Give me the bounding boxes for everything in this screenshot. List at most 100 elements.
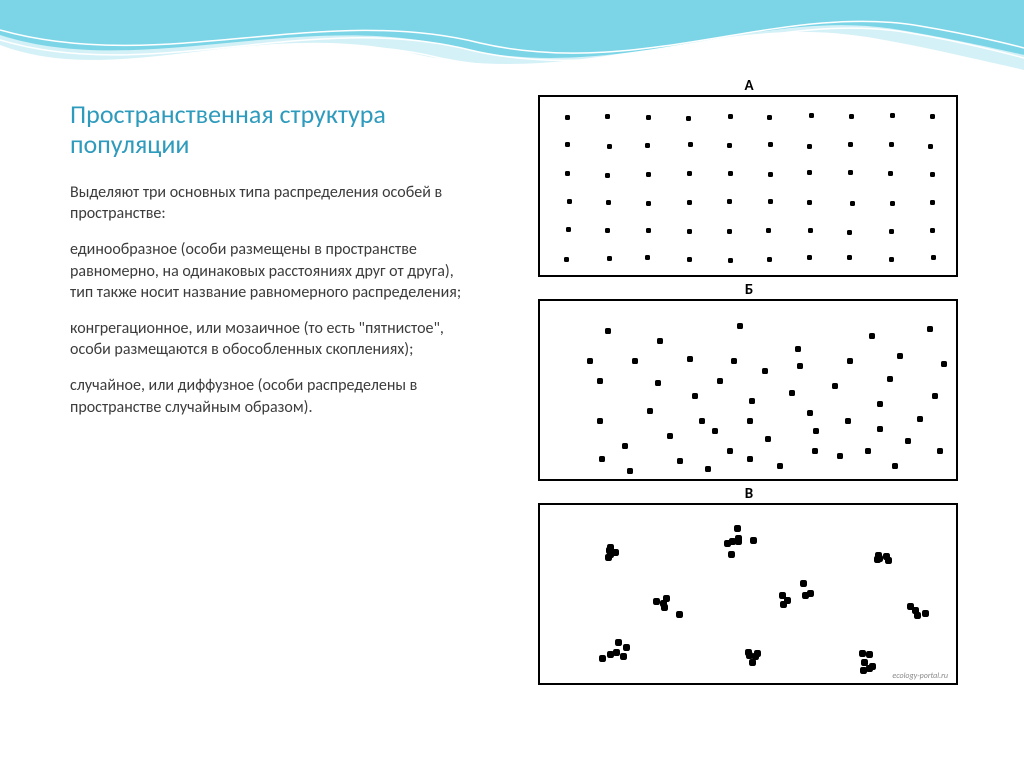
scatter-dot — [850, 201, 855, 206]
scatter-dot — [869, 333, 875, 339]
scatter-dot — [717, 378, 723, 384]
congregation-paragraph: конгрегационное, или мозаичное (то есть … — [70, 318, 470, 361]
panel-clustered: ecology-portal.ru — [538, 503, 958, 685]
scatter-dot — [807, 410, 813, 416]
scatter-dot — [766, 228, 771, 233]
scatter-dot — [807, 255, 812, 260]
scatter-dot — [768, 199, 773, 204]
scatter-dot — [564, 257, 569, 262]
scatter-dot — [599, 456, 605, 462]
scatter-dot — [890, 201, 895, 206]
scatter-dot — [646, 172, 651, 177]
scatter-dot — [888, 171, 893, 176]
scatter-dot — [587, 358, 593, 364]
scatter-dot — [687, 257, 692, 262]
scatter-dot — [646, 115, 651, 120]
scatter-dot — [847, 358, 853, 364]
scatter-dot — [877, 426, 883, 432]
scatter-dot — [687, 200, 692, 205]
scatter-dot — [607, 144, 612, 149]
scatter-dot — [676, 611, 683, 618]
scatter-dot — [692, 393, 698, 399]
scatter-dot — [765, 436, 771, 442]
scatter-dot — [605, 228, 610, 233]
scatter-dot — [866, 651, 873, 658]
scatter-dot — [897, 353, 903, 359]
scatter-dot — [749, 398, 755, 404]
panel-uniform — [538, 95, 958, 277]
scatter-dot — [865, 448, 871, 454]
scatter-dot — [623, 644, 630, 651]
scatter-dot — [663, 595, 670, 602]
scatter-dot — [802, 592, 809, 599]
scatter-dot — [605, 328, 611, 334]
scatter-dot — [928, 144, 933, 149]
scatter-dot — [927, 326, 933, 332]
scatter-dot — [705, 466, 711, 472]
scatter-dot — [727, 448, 733, 454]
scatter-dot — [607, 547, 614, 554]
scatter-dot — [724, 540, 731, 547]
panel-b-wrap: Б — [538, 299, 960, 481]
scatter-dot — [860, 667, 867, 674]
scatter-dot — [747, 418, 753, 424]
scatter-dot — [712, 428, 718, 434]
scatter-dot — [768, 142, 773, 147]
scatter-dot — [599, 655, 606, 662]
scatter-dot — [762, 368, 768, 374]
scatter-dot — [687, 229, 692, 234]
scatter-dot — [647, 408, 653, 414]
scatter-dot — [930, 114, 935, 119]
scatter-dot — [889, 257, 894, 262]
scatter-dot — [605, 114, 610, 119]
scatter-dot — [807, 170, 812, 175]
scatter-dot — [605, 173, 610, 178]
scatter-dot — [922, 610, 929, 617]
scatter-dot — [597, 418, 603, 424]
scatter-dot — [889, 229, 894, 234]
random-paragraph: случайное, или диффузное (особи распреде… — [70, 375, 470, 418]
scatter-dot — [750, 537, 757, 544]
scatter-dot — [627, 468, 633, 474]
scatter-dot — [930, 172, 935, 177]
scatter-dot — [845, 418, 851, 424]
scatter-dot — [767, 115, 772, 120]
text-column: Пространственная структура популяции Выд… — [70, 100, 470, 432]
scatter-dot — [930, 200, 935, 205]
scatter-dot — [813, 428, 819, 434]
scatter-dot — [565, 171, 570, 176]
scatter-dot — [768, 172, 773, 177]
scatter-dot — [747, 456, 753, 462]
scatter-dot — [917, 416, 923, 422]
panel-random — [538, 299, 958, 481]
scatter-dot — [937, 448, 943, 454]
scatter-dot — [861, 659, 868, 666]
scatter-dot — [565, 115, 570, 120]
uniform-paragraph: единообразное (особи размещены в простра… — [70, 239, 470, 304]
scatter-dot — [883, 553, 890, 560]
scatter-dot — [912, 607, 919, 614]
scatter-dot — [657, 338, 663, 344]
slide-title: Пространственная структура популяции — [70, 100, 470, 160]
scatter-dot — [688, 142, 693, 147]
scatter-dot — [848, 142, 853, 147]
scatter-dot — [727, 229, 732, 234]
scatter-dot — [737, 323, 743, 329]
scatter-dot — [812, 448, 818, 454]
scatter-dot — [847, 230, 852, 235]
scatter-dot — [779, 592, 786, 599]
scatter-dot — [655, 380, 661, 386]
scatter-dot — [832, 383, 838, 389]
scatter-dot — [941, 361, 947, 367]
scatter-dot — [728, 171, 733, 176]
diagram-column: А Б В ecology-portal.ru — [538, 95, 960, 691]
scatter-dot — [687, 356, 693, 362]
scatter-dot — [622, 443, 628, 449]
scatter-dot — [646, 228, 651, 233]
scatter-dot — [645, 143, 650, 148]
scatter-dot — [615, 639, 622, 646]
scatter-dot — [777, 463, 783, 469]
scatter-dot — [632, 358, 638, 364]
scatter-dot — [567, 199, 572, 204]
scatter-dot — [797, 363, 803, 369]
